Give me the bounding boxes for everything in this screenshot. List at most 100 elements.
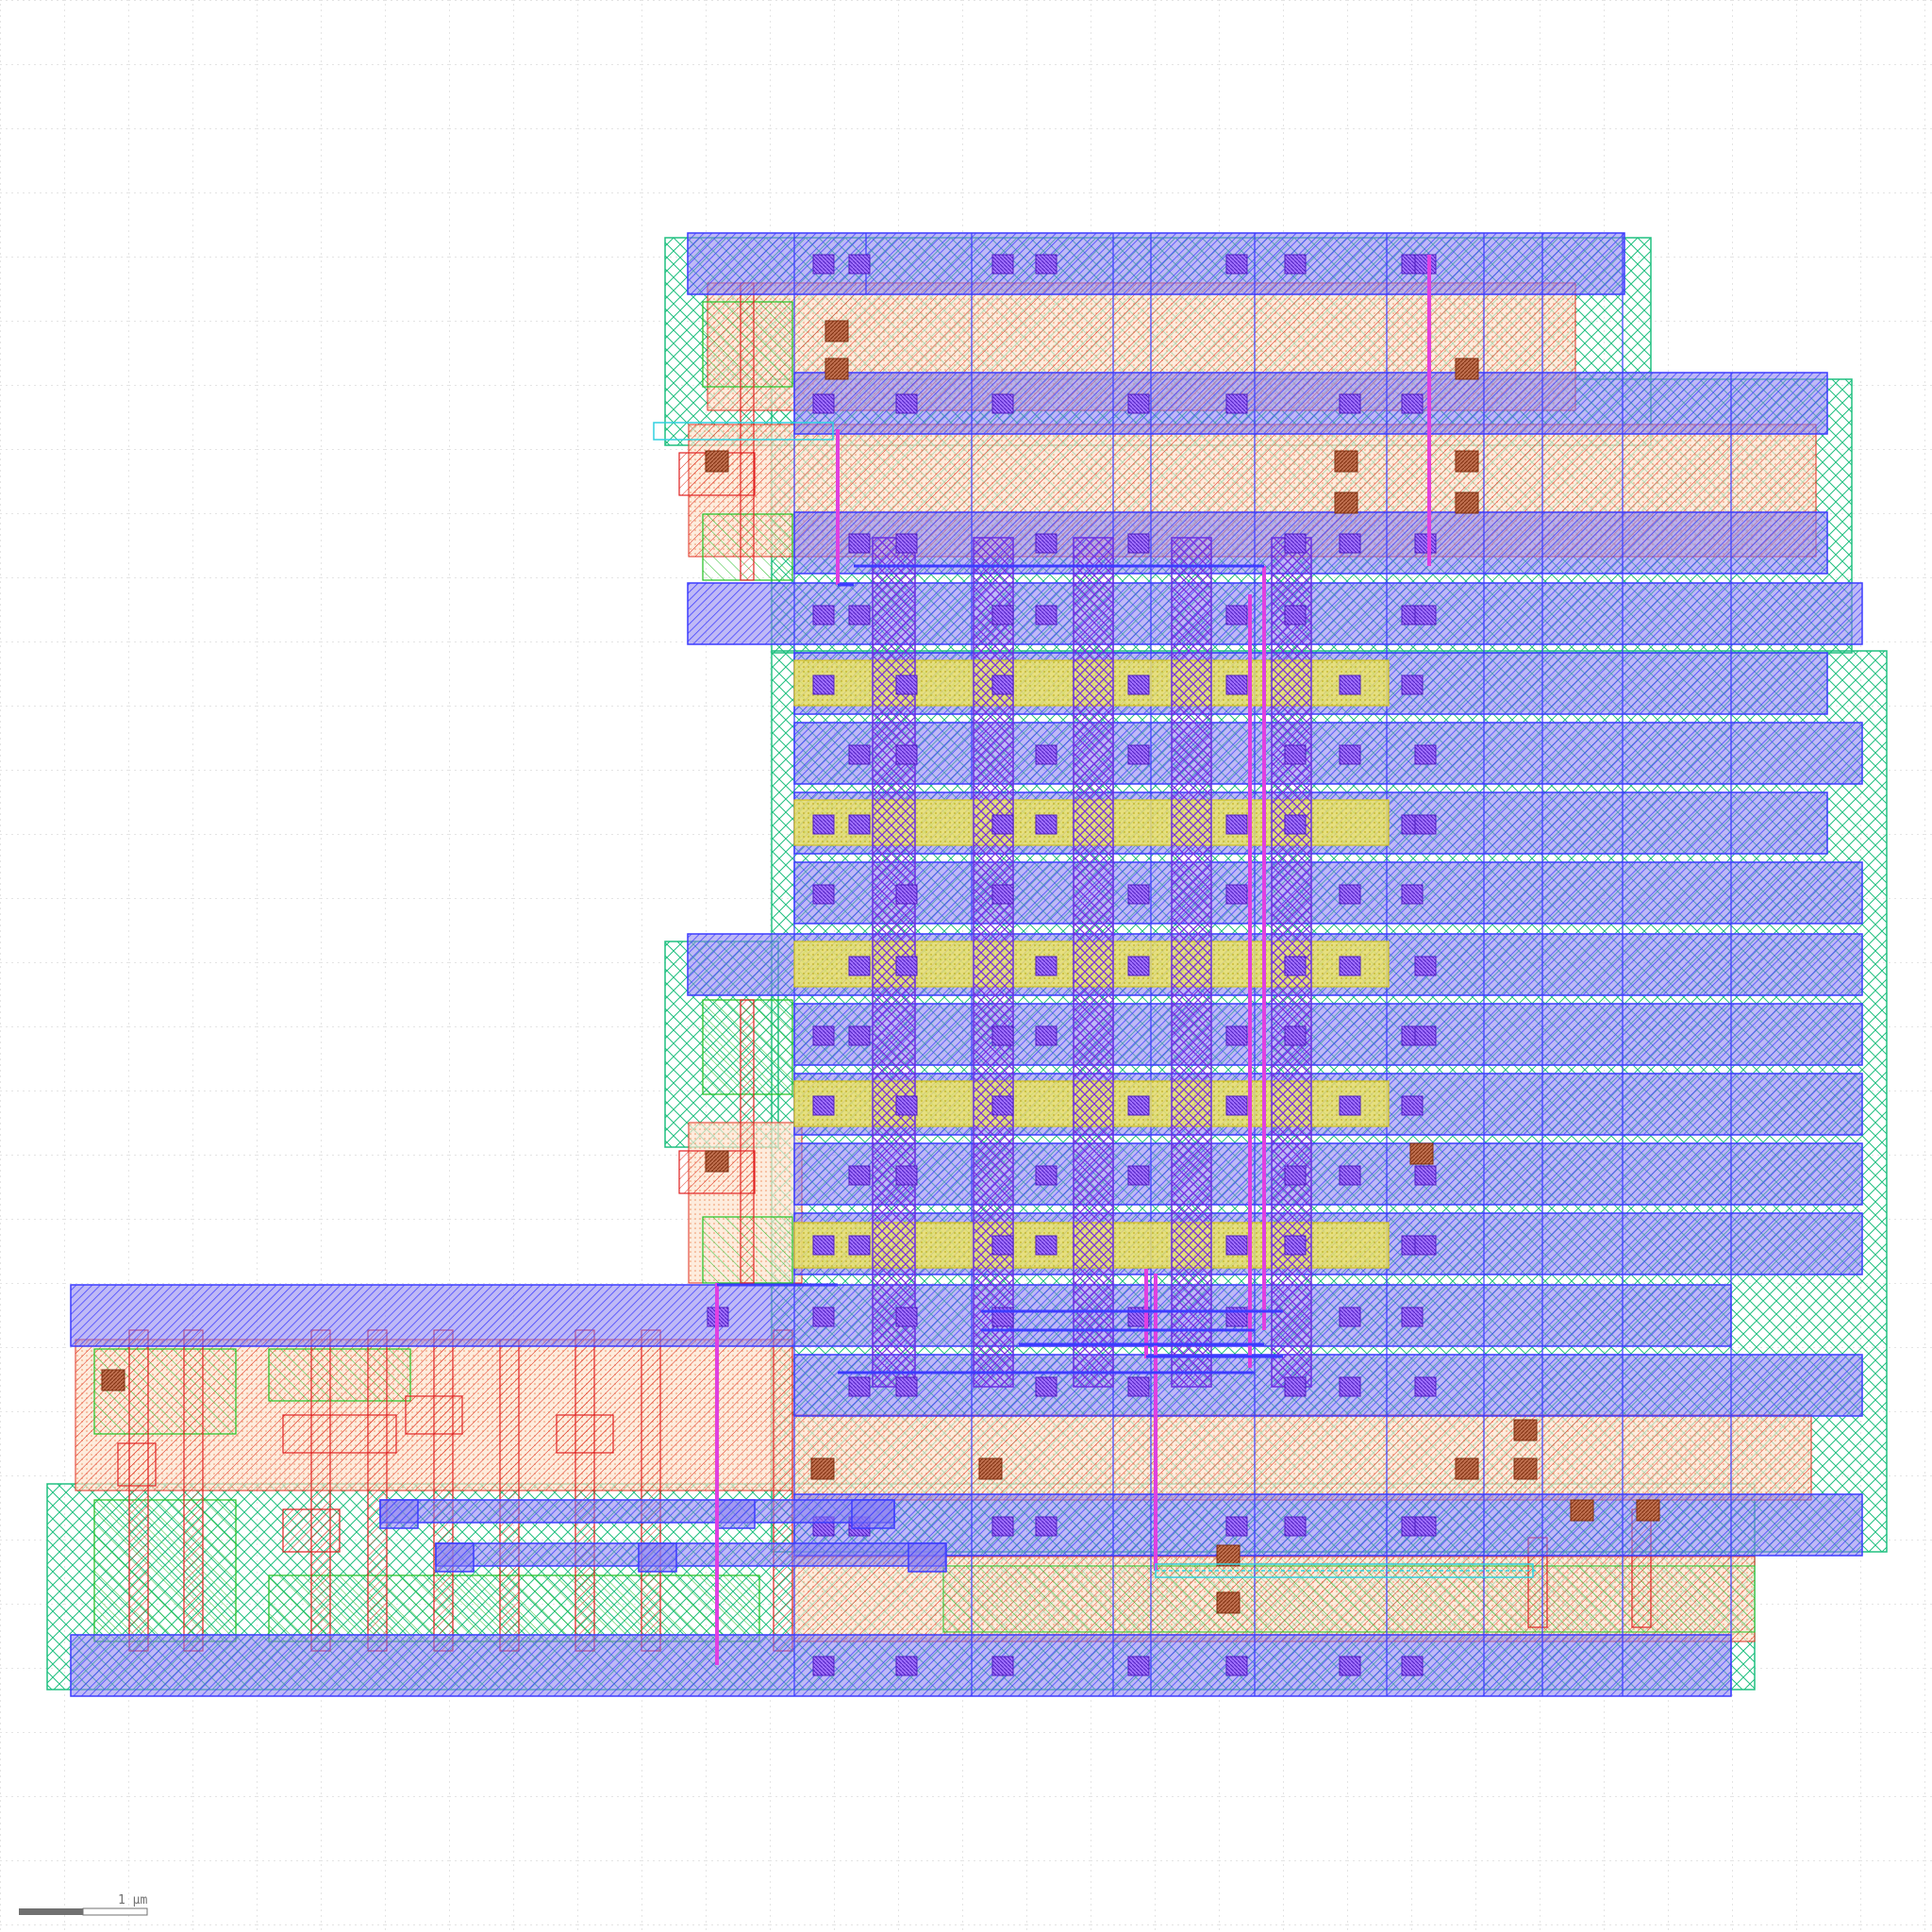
via-square — [848, 1025, 871, 1046]
scale-bar: 1 µm — [19, 1893, 148, 1916]
via-square — [1339, 675, 1361, 695]
via-square — [895, 675, 918, 695]
via-square — [895, 1095, 918, 1116]
via-square — [812, 1025, 835, 1046]
via-square — [991, 1235, 1014, 1256]
via-square — [1035, 1025, 1058, 1046]
via-square — [1127, 884, 1150, 905]
via-square — [1414, 814, 1437, 835]
via-square — [1284, 744, 1307, 765]
via-square — [1284, 1235, 1307, 1256]
via-square — [1225, 1656, 1248, 1676]
via-square — [1414, 605, 1437, 625]
via-square — [848, 533, 871, 554]
via-square — [1127, 1165, 1150, 1186]
via-square — [1284, 1025, 1307, 1046]
via-square — [1339, 1165, 1361, 1186]
via-square — [1414, 1376, 1437, 1397]
via-square — [1127, 675, 1150, 695]
rail-15 — [793, 1354, 1863, 1417]
contact-array — [101, 320, 1660, 1614]
via-square — [1035, 1516, 1058, 1537]
via-square — [812, 605, 835, 625]
via-square — [1401, 675, 1424, 695]
via-square — [1284, 605, 1307, 625]
via-square — [1414, 533, 1437, 554]
column-4 — [1171, 537, 1212, 1388]
via-square — [1035, 254, 1058, 275]
via-square — [1414, 956, 1437, 976]
via-square — [1225, 254, 1248, 275]
via-square — [1284, 533, 1307, 554]
via-square — [1035, 1376, 1058, 1397]
via-square — [848, 1235, 871, 1256]
via-square — [895, 1307, 918, 1327]
via-square — [1339, 1095, 1361, 1116]
rail-12 — [793, 1142, 1863, 1206]
rail-2 — [793, 372, 1828, 435]
via-square — [1225, 884, 1248, 905]
via-square — [1127, 744, 1150, 765]
via-square — [991, 1095, 1014, 1116]
via-square — [848, 956, 871, 976]
via-square — [1225, 675, 1248, 695]
via-square — [1401, 884, 1424, 905]
via-square — [1127, 393, 1150, 414]
via-square — [991, 254, 1014, 275]
via-square — [1414, 1165, 1437, 1186]
via-square — [1401, 393, 1424, 414]
via-square — [1401, 1095, 1424, 1116]
via-square — [1035, 1235, 1058, 1256]
via-square — [1414, 744, 1437, 765]
via-square — [1284, 814, 1307, 835]
via-square — [1035, 533, 1058, 554]
via-square — [1225, 605, 1248, 625]
via-square — [1339, 884, 1361, 905]
via-square — [848, 814, 871, 835]
via-square — [1035, 1165, 1058, 1186]
via-square — [1127, 533, 1150, 554]
via-square — [1284, 956, 1307, 976]
rail-10 — [793, 1003, 1863, 1066]
via-square — [895, 744, 918, 765]
via-square — [991, 675, 1014, 695]
via-square — [895, 1165, 918, 1186]
via-square — [895, 884, 918, 905]
route-lines — [715, 255, 1431, 1665]
via-square — [848, 744, 871, 765]
via-square — [895, 956, 918, 976]
via-square — [1225, 1516, 1248, 1537]
via-square — [1339, 1376, 1361, 1397]
via-square — [1339, 744, 1361, 765]
via-square — [812, 1656, 835, 1676]
rail-6 — [793, 722, 1863, 785]
via-square — [1414, 1235, 1437, 1256]
via-square — [1414, 254, 1437, 275]
via-square — [895, 393, 918, 414]
via-square — [1127, 956, 1150, 976]
column-2 — [973, 537, 1014, 1388]
via-square — [895, 533, 918, 554]
via-square — [848, 254, 871, 275]
via-square — [848, 1376, 871, 1397]
via-square — [1284, 254, 1307, 275]
via-square — [812, 393, 835, 414]
via-square — [848, 605, 871, 625]
label-layer — [653, 422, 1538, 1578]
via-square — [991, 605, 1014, 625]
via-square — [1339, 1656, 1361, 1676]
via-square — [1401, 1307, 1424, 1327]
column-3 — [1073, 537, 1114, 1388]
via-square — [1284, 1165, 1307, 1186]
via-square — [1035, 956, 1058, 976]
via-square — [1284, 1376, 1307, 1397]
via-square — [1225, 1025, 1248, 1046]
via-square — [812, 254, 835, 275]
via-square — [812, 1235, 835, 1256]
via-square — [991, 1656, 1014, 1676]
via-square — [1127, 1095, 1150, 1116]
via-square — [991, 1025, 1014, 1046]
via-square — [895, 1376, 918, 1397]
via-square — [1339, 533, 1361, 554]
